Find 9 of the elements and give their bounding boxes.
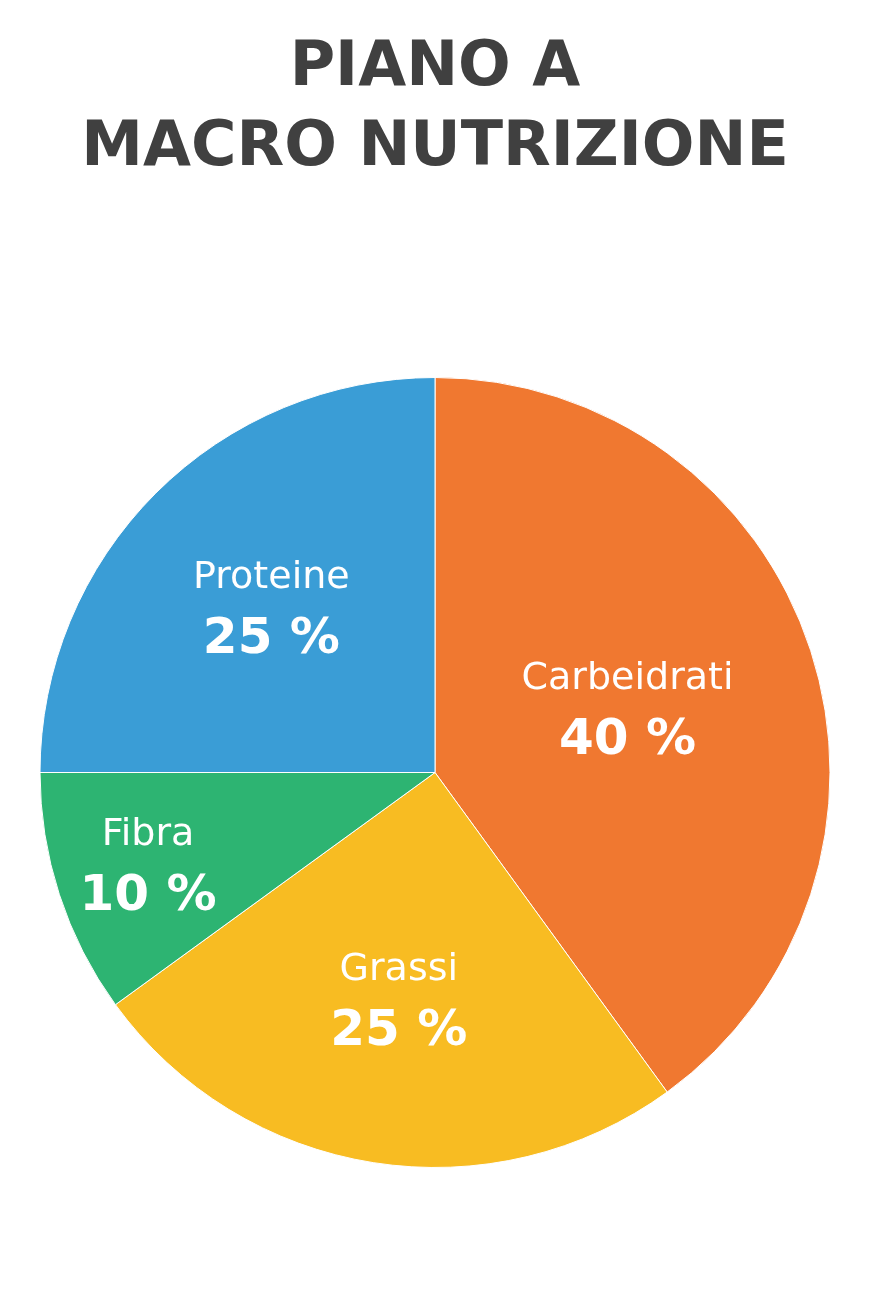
slice-label: Carbeidrati <box>521 653 734 698</box>
chart-title: PIANO A MACRO NUTRIZIONE <box>81 26 789 181</box>
data-label: 25 % <box>330 999 468 1058</box>
data-label: 10 % <box>79 863 217 922</box>
slice-label: Proteine <box>193 552 350 597</box>
data-label: 25 % <box>202 606 340 665</box>
slice-label: Grassi <box>339 945 459 990</box>
slice-label: Fibra <box>101 809 195 854</box>
data-label: 40 % <box>559 707 697 766</box>
